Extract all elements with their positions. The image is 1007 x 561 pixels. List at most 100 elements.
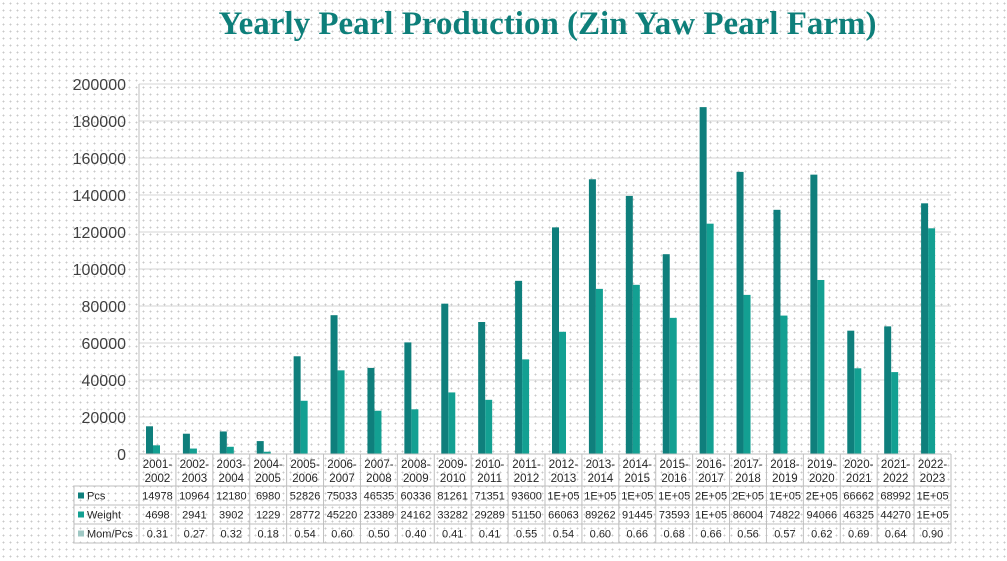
bar-pcs — [367, 367, 375, 454]
chart-title: Yearly Pearl Production (Zin Yaw Pearl F… — [218, 6, 877, 42]
category-label: 2019 — [772, 473, 798, 485]
category-label: 2004- — [253, 459, 283, 471]
data-label: 28772 — [290, 510, 321, 522]
category-label: 2020- — [844, 459, 874, 471]
data-label: 2E+05 — [695, 491, 727, 503]
data-label: 10964 — [179, 491, 210, 503]
category-label: 2011 — [477, 473, 502, 485]
data-label: 12180 — [216, 491, 247, 503]
bar-pcs — [441, 303, 449, 454]
category-label: 2002 — [145, 473, 171, 485]
data-label: 1E+05 — [547, 491, 579, 503]
bar-pcs — [699, 107, 707, 454]
category-label: 2008- — [401, 459, 431, 471]
data-label: 46325 — [843, 510, 874, 522]
bar-pcs — [330, 315, 338, 454]
data-label: 71351 — [474, 491, 505, 503]
bar-weight — [706, 223, 714, 454]
y-tick-label: 180000 — [73, 114, 126, 131]
data-label: 75033 — [327, 491, 358, 503]
data-label: 46535 — [364, 491, 395, 503]
category-label: 2006 — [292, 473, 318, 485]
category-label: 2013 — [551, 473, 577, 485]
data-label: 45220 — [327, 510, 358, 522]
category-label: 2022 — [883, 473, 909, 485]
data-label: 51150 — [512, 510, 542, 522]
data-label: 66063 — [548, 510, 579, 522]
data-label: 0.66 — [627, 529, 648, 541]
bar-weight — [559, 331, 566, 454]
bar-pcs — [847, 330, 855, 454]
category-label: 2006- — [327, 459, 357, 471]
data-label: 1229 — [256, 510, 280, 522]
data-label: 4698 — [145, 510, 169, 522]
category-label: 2017- — [733, 459, 763, 471]
bar-pcs — [736, 171, 744, 454]
y-tick-label: 160000 — [73, 151, 126, 168]
data-label: 0.68 — [663, 529, 684, 541]
category-label: 2018 — [735, 473, 761, 485]
category-label: 2017 — [698, 473, 724, 485]
bar-pcs — [625, 195, 633, 455]
data-label: 94066 — [807, 510, 838, 522]
data-table: 2001- 2002 2002- 2003 2003- 2004 2004- 2005 2005… — [73, 453, 952, 544]
category-label: 2010- — [475, 459, 505, 471]
category-label: 2012 — [514, 473, 540, 485]
category-label: 2003 — [182, 473, 208, 485]
data-label: 68992 — [880, 491, 911, 503]
data-label: 0.90 — [922, 529, 943, 541]
category-label: 2001- — [143, 459, 173, 471]
data-label: 73593 — [659, 510, 690, 522]
data-label: 0.41 — [479, 529, 500, 541]
data-label: 29289 — [474, 510, 505, 522]
y-tick-label: 120000 — [73, 225, 126, 242]
data-label: 2E+05 — [806, 491, 838, 503]
bar-weight — [263, 451, 271, 454]
data-label: 0.18 — [257, 529, 278, 541]
data-label: 1E+05 — [584, 491, 616, 503]
legend-key — [78, 530, 84, 537]
data-label: 0.57 — [774, 529, 795, 541]
y-tick-label: 0 — [117, 447, 126, 464]
bar-weight — [485, 399, 493, 454]
bar-weight — [891, 372, 899, 454]
bar-pcs — [773, 209, 781, 454]
data-label: 2941 — [182, 510, 206, 522]
category-label: 2005 — [255, 473, 281, 485]
data-label: 86004 — [733, 510, 764, 522]
y-tick-label: 140000 — [73, 188, 126, 205]
bars — [146, 107, 943, 455]
data-label: 1E+05 — [916, 491, 948, 503]
data-label: 0.41 — [442, 529, 463, 541]
data-label: 0.69 — [848, 529, 869, 541]
data-label: 0.54 — [294, 529, 315, 541]
data-label: 0.27 — [184, 529, 205, 541]
data-label: 0.56 — [737, 529, 758, 541]
y-axis: 0 20000 40000 60000 80000 100000 120000 140000 1… — [73, 77, 140, 464]
bar-weight — [522, 359, 530, 454]
data-label: 1E+05 — [769, 491, 801, 503]
category-label: 2016 — [661, 473, 687, 485]
data-label: 81261 — [437, 491, 468, 503]
category-label: 2004 — [218, 473, 244, 485]
bar-weight — [743, 294, 751, 454]
bar-pcs — [552, 227, 559, 454]
category-label: 2016- — [696, 459, 726, 471]
bar-pcs — [404, 342, 412, 454]
category-label: 2005- — [290, 459, 320, 471]
category-label: 2021- — [881, 459, 911, 471]
data-label: 14978 — [142, 491, 173, 503]
bar-weight — [448, 392, 456, 454]
gridlines — [139, 83, 951, 418]
data-label: 0.40 — [405, 529, 426, 541]
data-label: 0.62 — [811, 529, 832, 541]
bar-pcs — [662, 254, 670, 454]
category-label: 2015- — [659, 459, 689, 471]
data-label: 93600 — [511, 491, 542, 503]
data-label: 3902 — [219, 510, 243, 522]
legend-key — [78, 492, 84, 499]
bar-weight — [780, 315, 788, 454]
bar-weight — [226, 446, 234, 454]
data-label: 0.60 — [590, 529, 611, 541]
